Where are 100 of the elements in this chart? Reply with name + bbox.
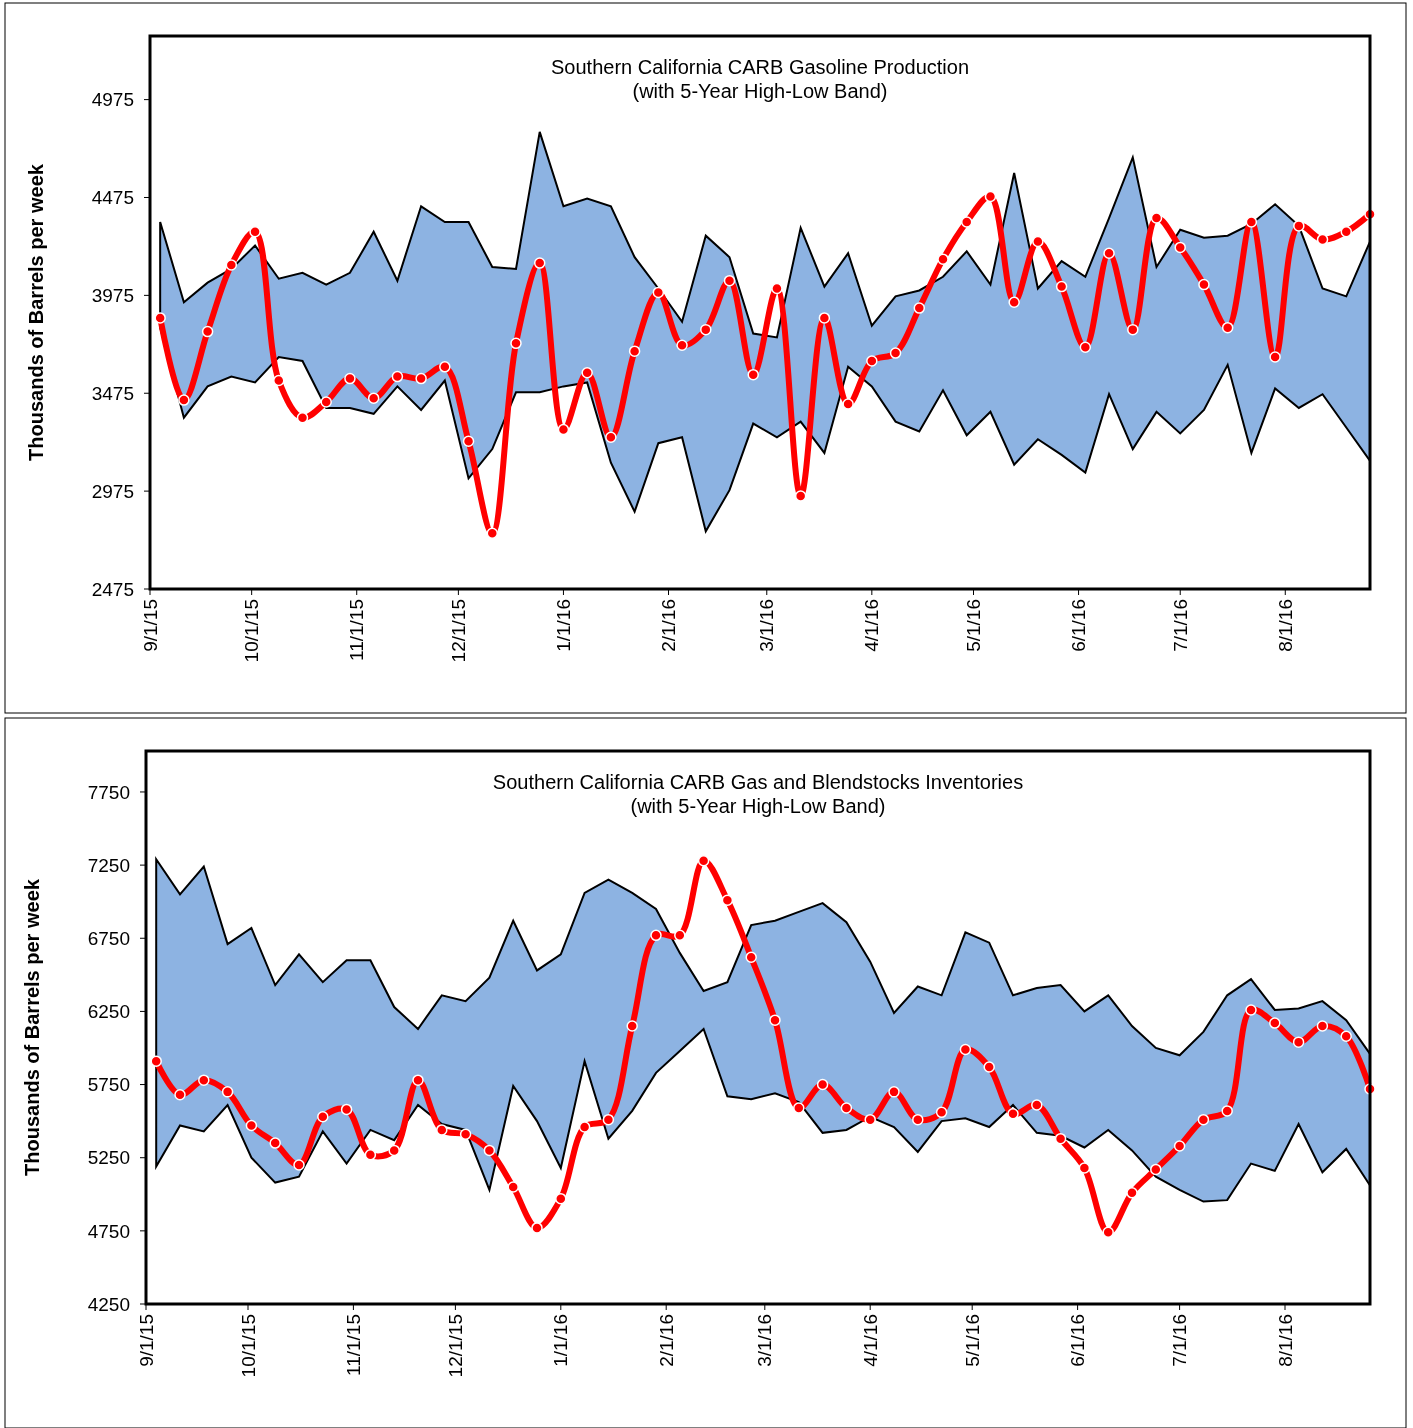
point [412,1074,424,1086]
point [1174,241,1186,254]
point [1316,1020,1329,1032]
point [937,253,949,265]
text: Southern California CARB Gas and Blendstocks Inventories [492,771,1024,793]
x-tick-label: 12/1/15 [448,599,470,663]
x-tick-label: 1/1/16 [553,599,575,652]
point [531,1222,543,1234]
point [602,1113,615,1126]
point [628,345,641,357]
point [1197,1113,1210,1126]
point [1079,341,1092,353]
point [913,302,926,314]
point [245,1119,258,1132]
point [388,1144,400,1157]
y-tick-label: 2475 [91,578,134,600]
point [866,355,878,367]
point [888,1086,900,1098]
x-tick-label: 5/1/16 [963,599,985,652]
x-tick-label: 10/1/15 [237,1314,259,1378]
point [507,1181,519,1193]
point [1221,321,1234,334]
point [1032,235,1044,248]
point [439,361,451,373]
x-tick-label: 4/1/16 [859,1314,881,1367]
x-tick-label: 8/1/16 [1274,1314,1296,1367]
y-axis-title: Thousands of Barrels per week [21,878,43,1176]
point [533,257,546,269]
text: (with 5-Year High-Low Band) [632,80,888,102]
point [317,1110,329,1123]
point [320,396,332,408]
point [793,1102,805,1114]
x-tick-label: 7/1/16 [1169,1314,1191,1367]
point [581,366,593,379]
point [1340,226,1353,238]
point [344,372,356,385]
point [960,216,973,228]
point [486,527,499,539]
point [747,368,759,381]
point [889,347,902,359]
x-tick-label: 3/1/16 [756,599,778,652]
x-tick-label: 12/1/15 [445,1314,467,1378]
point [269,1137,281,1149]
x-tick-label: 9/1/15 [139,599,161,652]
point [578,1121,591,1133]
y-tick-label: 4975 [91,89,134,111]
point [1150,212,1163,224]
y-tick-label: 3475 [91,382,134,404]
text: Southern California CARB Gasoline Production [551,56,969,78]
point [391,370,404,383]
point [1126,1187,1138,1199]
point [436,1124,448,1136]
point [626,1020,638,1032]
x-tick-label: 5/1/16 [961,1314,983,1367]
point [198,1074,210,1086]
point [249,226,261,238]
x-tick-label: 10/1/15 [241,599,263,663]
point [178,394,190,406]
text: (with 5-Year High-Low Band) [630,795,886,817]
point [555,1192,567,1205]
point [842,398,854,410]
point [912,1113,924,1126]
y-axis-title: Thousands of Barrels per week [25,163,47,461]
point [676,339,688,352]
x-tick-label: 6/1/16 [1068,599,1090,652]
point [650,929,662,942]
point [483,1144,496,1157]
point [459,1128,472,1141]
y-tick-label: 5750 [87,1074,130,1096]
y-tick-label: 7750 [87,781,130,803]
point [1221,1105,1233,1117]
point [340,1103,353,1116]
x-tick-label: 3/1/16 [754,1314,776,1367]
y-tick-label: 2975 [91,480,134,502]
x-tick-label: 1/1/16 [550,1314,572,1367]
point [1245,216,1258,228]
point [652,286,665,299]
point [1245,1004,1257,1016]
point [771,282,783,295]
point [221,1086,234,1098]
point [1127,323,1139,336]
point [367,392,380,404]
x-tick-label: 11/1/15 [343,1314,365,1376]
point [1198,278,1210,291]
y-tick-label: 7250 [87,854,130,876]
point [293,1159,305,1171]
point [984,190,997,203]
x-tick-label: 2/1/16 [655,1314,677,1367]
point [1008,296,1020,308]
point [1055,280,1068,293]
point [697,854,710,867]
y-tick-label: 4475 [91,187,134,209]
point [983,1061,995,1073]
x-tick-label: 7/1/16 [1169,599,1191,652]
point [273,374,285,387]
y-tick-label: 4250 [87,1293,130,1315]
point [769,1014,781,1026]
point [1054,1132,1067,1145]
point [1292,1036,1305,1048]
point [462,435,475,447]
